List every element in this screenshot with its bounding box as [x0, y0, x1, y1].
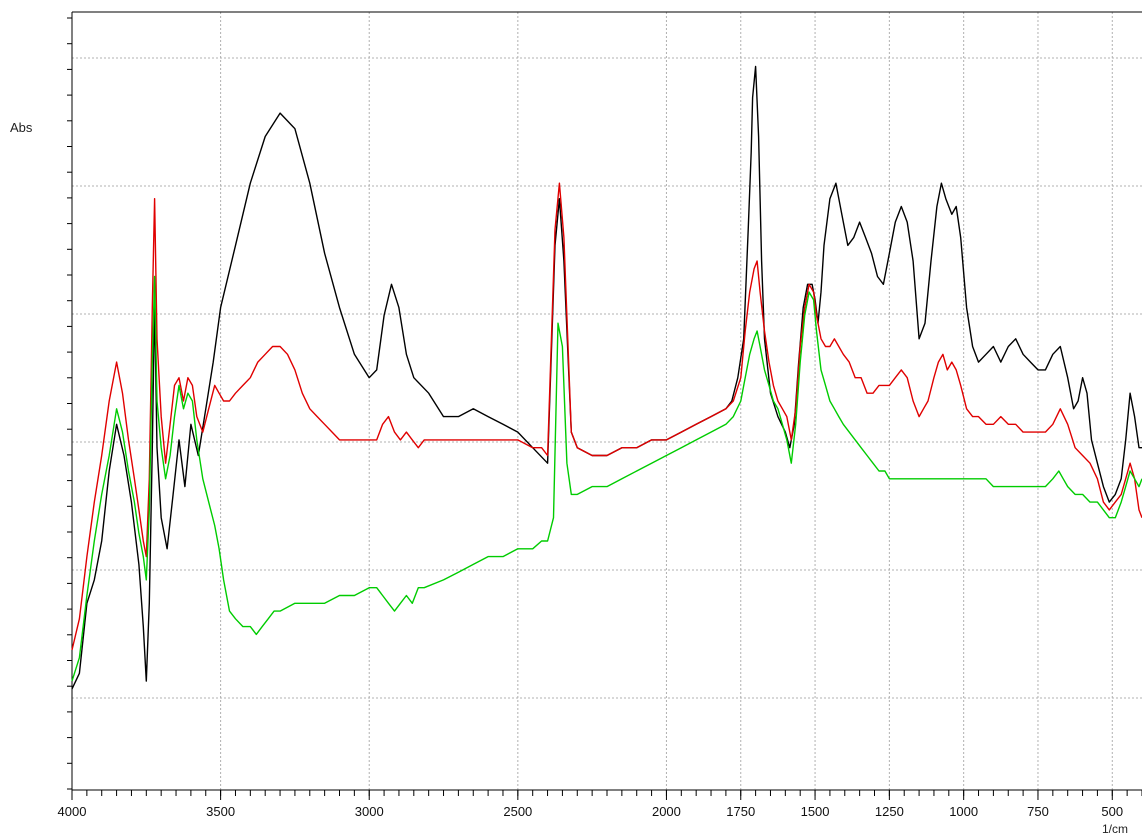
spectrum-series-3 [71, 275, 1142, 682]
x-tick-label: 2000 [652, 804, 681, 819]
x-tick-label: 750 [1027, 804, 1049, 819]
spectrum-series-2 [71, 182, 1142, 651]
spectrum-series-1 [71, 65, 1142, 690]
x-tick-label: 4000 [58, 804, 87, 819]
x-tick-label: 3000 [355, 804, 384, 819]
x-tick-label: 500 [1101, 804, 1123, 819]
x-axis-unit-label: 1/cm [1102, 822, 1129, 836]
y-axis-label: Abs [10, 120, 33, 135]
x-tick-label: 1250 [875, 804, 904, 819]
x-tick-label: 1750 [726, 804, 755, 819]
x-tick-label: 2500 [503, 804, 532, 819]
x-tick-label: 1000 [949, 804, 978, 819]
x-tick-label: 3500 [206, 804, 235, 819]
x-tick-label: 1500 [801, 804, 830, 819]
